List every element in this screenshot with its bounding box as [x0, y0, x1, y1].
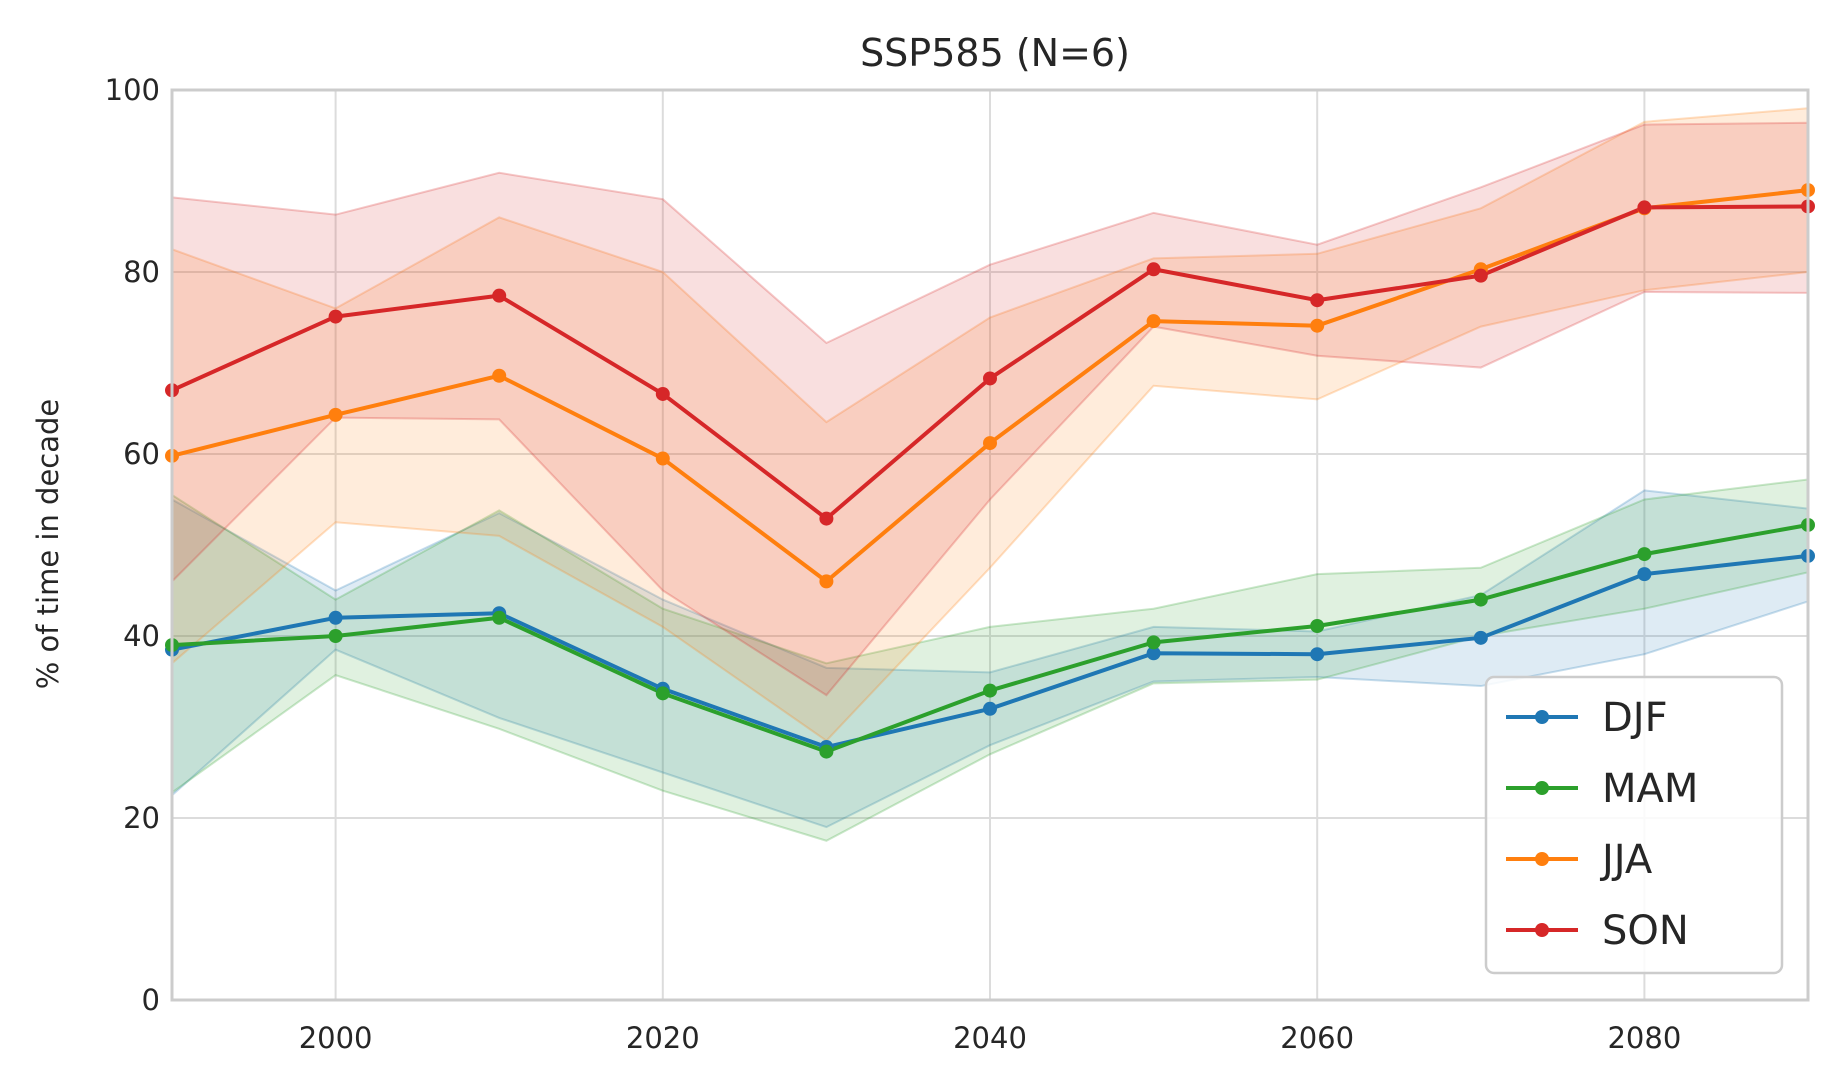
point-djf [1310, 647, 1325, 662]
point-son [1146, 262, 1161, 277]
point-djf [1473, 630, 1488, 645]
point-jja [819, 574, 834, 589]
point-jja [492, 368, 507, 383]
y-tick-label: 100 [105, 73, 160, 107]
x-tick-label: 2020 [626, 1021, 700, 1055]
point-mam [1310, 618, 1325, 633]
point-son [983, 371, 997, 386]
point-mam [655, 686, 670, 701]
point-jja [655, 451, 670, 466]
x-tick-label: 2000 [299, 1021, 373, 1055]
point-son [492, 288, 507, 303]
point-djf [328, 610, 343, 625]
point-mam [819, 744, 834, 759]
x-tick-label: 2060 [1280, 1021, 1354, 1055]
legend-marker-jja [1535, 852, 1549, 866]
legend-label-djf: DJF [1602, 695, 1668, 741]
point-jja [1310, 318, 1325, 333]
legend-marker-son [1535, 923, 1549, 937]
chart-title: SSP585 (N=6) [860, 31, 1130, 75]
y-tick-label: 0 [142, 983, 160, 1017]
x-axis-ticks: 2000 2020 2040 2060 2080 [299, 1021, 1682, 1055]
point-son [1473, 268, 1488, 283]
point-mam [492, 610, 507, 625]
point-mam [1146, 635, 1161, 650]
point-mam [1637, 547, 1652, 562]
legend-marker-mam [1535, 781, 1549, 795]
legend-label-jja: JJA [1599, 837, 1653, 883]
legend-label-mam: MAM [1602, 766, 1698, 812]
point-son [328, 309, 343, 324]
point-jja [1146, 314, 1161, 329]
point-son [1310, 293, 1325, 308]
y-axis-ticks: 0 20 40 60 80 100 [105, 73, 160, 1017]
x-tick-label: 2080 [1607, 1021, 1681, 1055]
legend: DJF MAM JJA SON [1484, 675, 1784, 975]
point-mam [1473, 592, 1488, 607]
series-points [165, 183, 1815, 759]
y-tick-label: 80 [123, 255, 160, 289]
point-mam [983, 683, 997, 698]
legend-marker-djf [1535, 710, 1549, 724]
y-tick-label: 40 [123, 619, 160, 653]
point-jja [983, 436, 997, 451]
y-axis-label: % of time in decade [31, 399, 65, 690]
point-djf [1146, 646, 1161, 661]
y-tick-label: 60 [123, 437, 160, 471]
plot-frame [170, 88, 1810, 1002]
point-jja [328, 407, 343, 422]
legend-label-son: SON [1602, 908, 1689, 954]
point-son [819, 511, 834, 526]
x-tick-label: 2040 [953, 1021, 1027, 1055]
y-tick-label: 20 [123, 801, 160, 835]
point-djf [983, 701, 997, 716]
legend-box [1484, 675, 1784, 975]
point-mam [328, 629, 343, 643]
point-son [655, 386, 670, 401]
confidence-bands [171, 107, 1809, 842]
point-djf [1637, 567, 1652, 582]
point-son [1637, 200, 1652, 215]
